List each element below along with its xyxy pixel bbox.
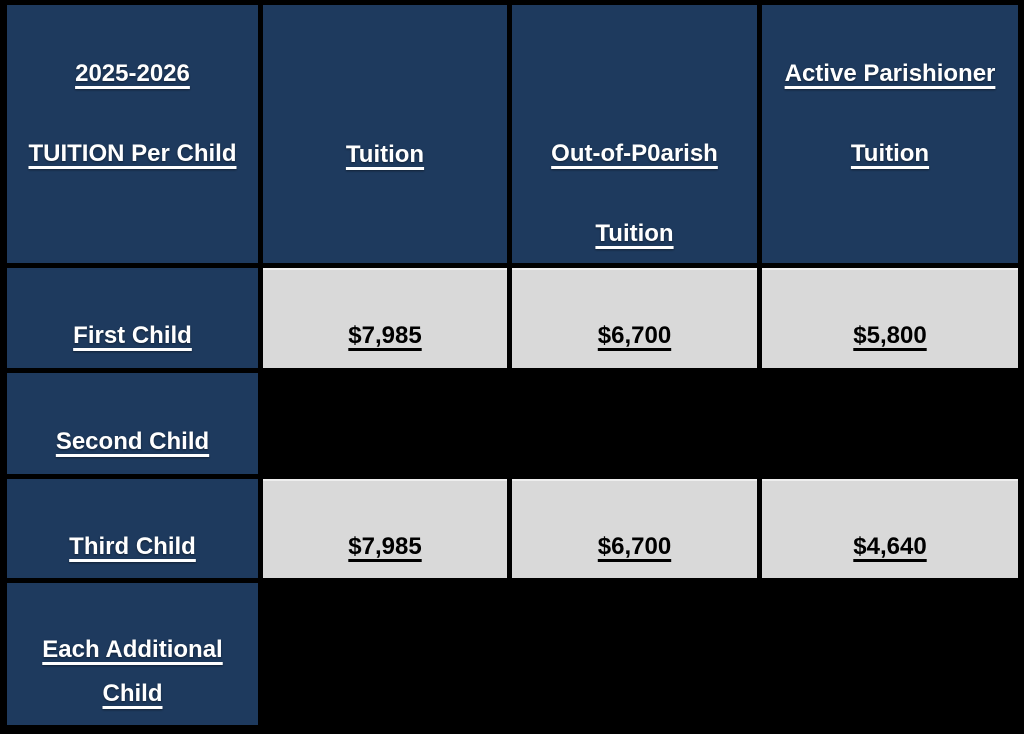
- header-line-year: 2025-2026: [75, 60, 190, 87]
- empty-value-cell-each-additional-tuition: [263, 583, 507, 725]
- value-cell-first-child-active-parishioner: $5,800: [762, 268, 1018, 368]
- row-label-third-child: Third Child: [7, 479, 258, 578]
- value-text: $4,640: [853, 532, 927, 560]
- empty-value-cell-each-additional-active-parishioner: [762, 583, 1018, 725]
- row-label: Each Additional Child: [42, 636, 223, 707]
- header-lines: Tuition: [346, 115, 424, 195]
- header-lines: Active Parishioner Tuition: [785, 34, 996, 194]
- tuition-table: 2025-2026 TUITION Per Child Tuition Out-…: [7, 5, 1018, 725]
- row-label-first-child: First Child: [7, 268, 258, 368]
- value-cell-third-child-active-parishioner: $4,640: [762, 479, 1018, 578]
- value-text: $6,700: [597, 322, 672, 349]
- empty-value-cell-second-child-active-parishioner: [762, 373, 1018, 474]
- value-cell-third-child-out-of-parish: $6,700: [512, 479, 757, 578]
- empty-value-cell-second-child-tuition: [263, 373, 507, 474]
- value-cell-first-child-out-of-parish: $6,700: [512, 268, 757, 368]
- header-line-tuition: Tuition: [345, 141, 425, 168]
- value-text: $5,800: [853, 322, 927, 349]
- header-line-out-of-parish: Out-of-P0arish: [551, 140, 718, 167]
- header-lines: 2025-2026 TUITION Per Child: [28, 34, 236, 194]
- empty-value-cell-second-child-out-of-parish: [512, 373, 757, 474]
- row-label: Third Child: [69, 532, 196, 560]
- header-cell-tuition-per-child: 2025-2026 TUITION Per Child: [7, 5, 258, 263]
- header-line-active-parishioner: Active Parishioner: [784, 60, 996, 87]
- value-text: $7,985: [348, 322, 422, 349]
- row-label: Second Child: [55, 427, 210, 455]
- header-line-tuition: Tuition: [850, 140, 930, 167]
- header-lines: Out-of-P0arish Tuition: [551, 114, 718, 263]
- row-label: First Child: [73, 322, 192, 349]
- row-label-each-additional-child: Each Additional Child: [7, 583, 258, 725]
- value-text: $7,985: [348, 532, 422, 560]
- header-line-tuition: Tuition: [595, 220, 674, 247]
- value-cell-first-child-tuition: $7,985: [263, 268, 507, 368]
- header-line-tuition-per-child: TUITION Per Child: [28, 140, 237, 167]
- value-text: $6,700: [597, 532, 672, 560]
- empty-value-cell-each-additional-out-of-parish: [512, 583, 757, 725]
- header-cell-active-parishioner: Active Parishioner Tuition: [762, 5, 1018, 263]
- header-cell-out-of-parish: Out-of-P0arish Tuition: [512, 5, 757, 263]
- value-cell-third-child-tuition: $7,985: [263, 479, 507, 578]
- header-cell-tuition: Tuition: [263, 5, 507, 263]
- row-label-second-child: Second Child: [7, 373, 258, 474]
